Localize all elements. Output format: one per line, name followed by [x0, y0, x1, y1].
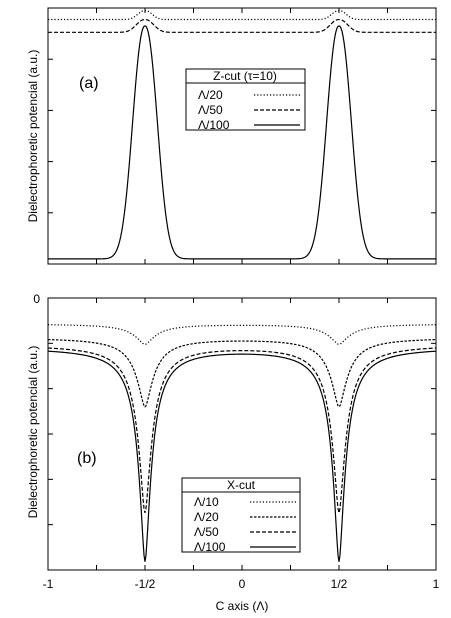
series-line [47, 324, 437, 345]
panel-b-series [47, 324, 437, 562]
series-line [48, 18, 436, 33]
series-line [47, 350, 437, 562]
panel-a-ylabel: Dielectrophoretic potencial (a.u.) [26, 50, 40, 223]
legend-label: Λ/100 [198, 118, 230, 132]
panel-a-x-ticks [47, 8, 437, 264]
panel-a-frame [47, 7, 437, 265]
legend-label: Λ/20 [198, 88, 223, 102]
panel-a-label: (a) [79, 75, 99, 92]
y-tick-label: 0 [33, 292, 40, 306]
series-line [48, 25, 436, 260]
legend-label: Λ/50 [194, 525, 219, 539]
panel-a-legend-title: Z-cut (τ=10) [213, 69, 277, 83]
legend-label: Λ/10 [194, 495, 219, 509]
series-line [47, 338, 437, 408]
panel-a-legend: Z-cut (τ=10) Λ/20Λ/50Λ/100 [185, 68, 306, 132]
panel-b-legend: X-cut Λ/10Λ/20Λ/50Λ/100 [181, 477, 301, 554]
series-line [47, 347, 437, 514]
panel-a-series [48, 9, 436, 260]
panel-b-y-ticks: 0 [33, 292, 436, 571]
panel-b-legend-title: X-cut [227, 478, 256, 492]
panel-b-x-ticks: -1 -1/2 0 1/2 1 [43, 298, 440, 591]
panel-a-legend-box [185, 68, 306, 131]
x-tick-label: 1 [433, 577, 440, 591]
legend-label: Λ/20 [194, 510, 219, 524]
x-tick-label: -1 [43, 577, 54, 591]
panel-b-legend-box [181, 477, 301, 553]
panel-a-y-ticks [48, 7, 436, 265]
panel-a-legend-entries: Λ/20Λ/50Λ/100 [198, 88, 300, 132]
legend-label: Λ/50 [198, 103, 223, 117]
legend-label: Λ/100 [194, 540, 226, 554]
panel-b-label: (b) [77, 450, 97, 467]
series-line [48, 9, 436, 21]
x-tick-label: 1/2 [331, 577, 348, 591]
panel-b-xlabel: C axis (Λ) [216, 599, 269, 613]
x-tick-label: 0 [239, 577, 246, 591]
panel-b-ylabel: Dielectrophoretic potencial (a.u.) [26, 346, 40, 519]
panel-b-legend-entries: Λ/10Λ/20Λ/50Λ/100 [194, 495, 296, 554]
x-tick-label: -1/2 [135, 577, 156, 591]
panel-a: (a) Dielectrophoretic potencial (a.u.) Z… [26, 7, 437, 265]
panel-b: 0 -1 -1/2 0 1/2 1 (b) Dielectrophoretic pote… [26, 292, 440, 613]
